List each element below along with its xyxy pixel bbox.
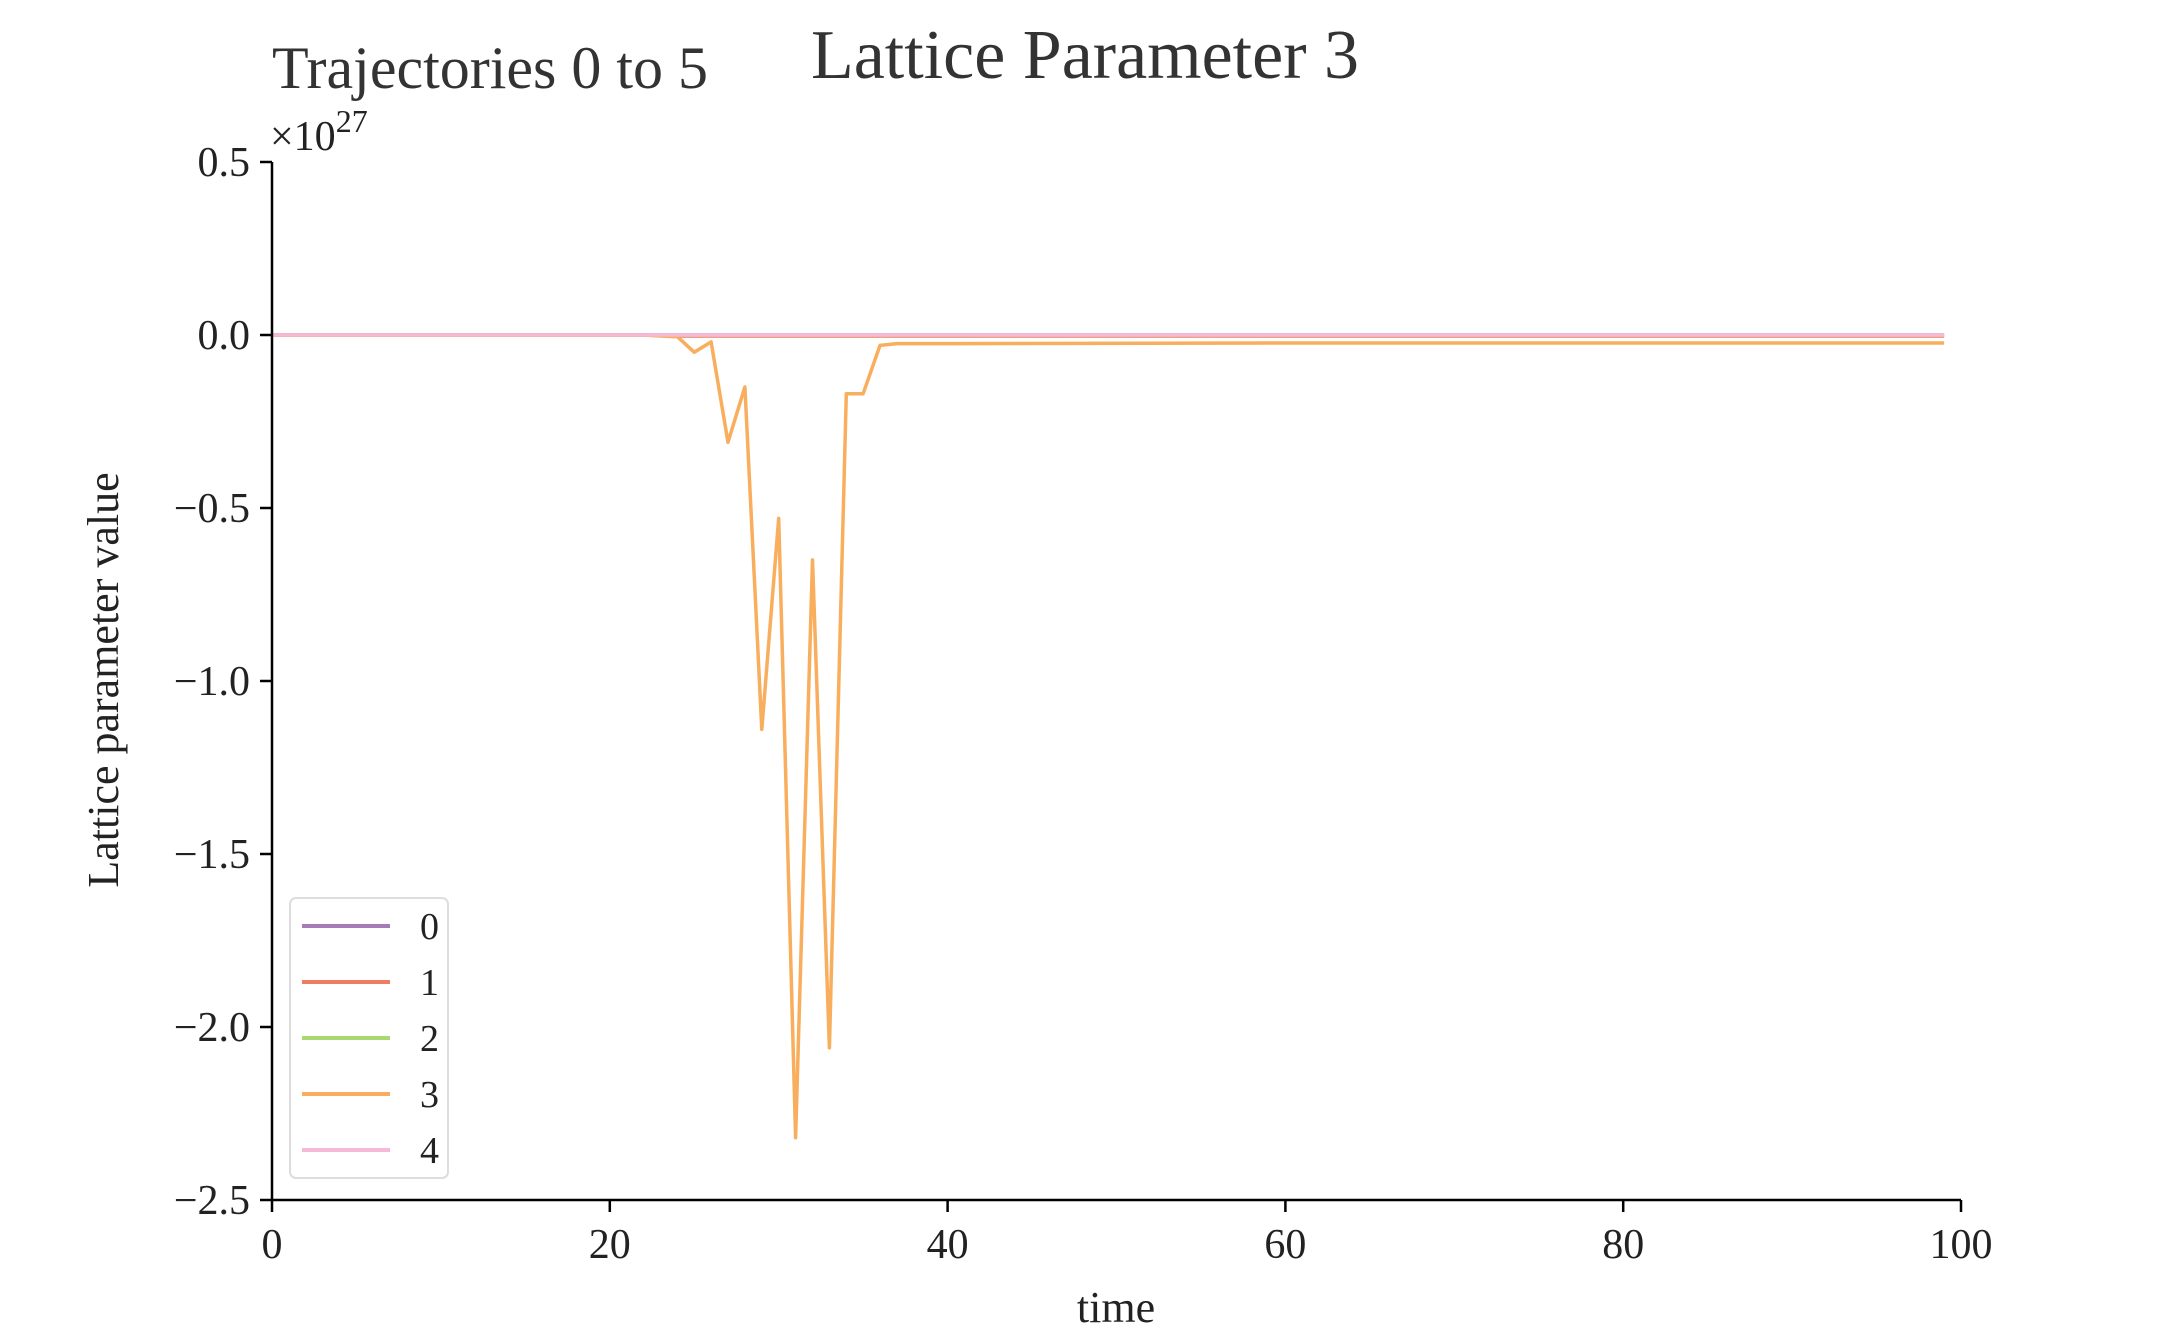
x-tick-label: 40 [927, 1222, 969, 1268]
y-tick-label: −1.0 [174, 659, 250, 705]
chart-subtitle: Trajectories 0 to 5 [272, 35, 708, 101]
y-tick-label: −1.5 [174, 832, 250, 878]
legend-label-2: 2 [420, 1018, 439, 1060]
x-ticks: 0 20 40 60 80 100 [262, 1200, 1993, 1268]
x-axis-label: time [1077, 1283, 1155, 1332]
y-ticks: 0.5 0.0 −0.5 −1.0 −1.5 −2.0 −2.5 [174, 140, 272, 1224]
y-multiplier-base: ×10 [270, 114, 336, 160]
x-tick-label: 80 [1602, 1222, 1644, 1268]
x-tick-label: 100 [1930, 1222, 1993, 1268]
legend-label-4: 4 [420, 1130, 439, 1172]
series-layer [272, 333, 1945, 1140]
x-tick-label: 20 [589, 1222, 631, 1268]
series-line-3 [272, 333, 1945, 1140]
x-tick-label: 0 [262, 1222, 283, 1268]
y-axis-label: Lattice parameter value [79, 472, 128, 887]
y-tick-label: 0.0 [198, 313, 251, 359]
legend: 0 1 2 3 4 [289, 897, 449, 1179]
y-multiplier-exponent: 27 [336, 103, 368, 139]
legend-label-3: 3 [420, 1074, 439, 1116]
x-tick-label: 60 [1264, 1222, 1306, 1268]
y-tick-label: −0.5 [174, 486, 250, 532]
legend-label-1: 1 [420, 962, 439, 1004]
y-tick-label: −2.0 [174, 1005, 250, 1051]
y-tick-label: −2.5 [174, 1178, 250, 1224]
chart-title: Lattice Parameter 3 [811, 17, 1359, 94]
y-tick-label: 0.5 [198, 140, 251, 186]
legend-label-0: 0 [420, 906, 439, 948]
y-multiplier: ×1027 [270, 103, 368, 160]
